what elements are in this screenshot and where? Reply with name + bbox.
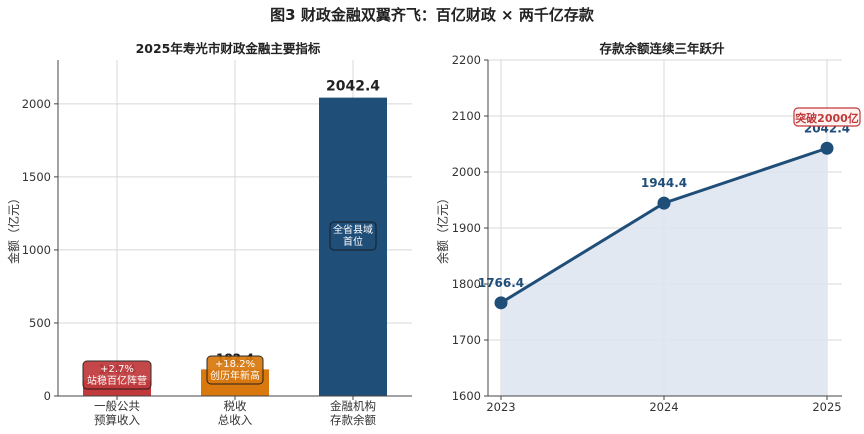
data-point	[820, 141, 834, 155]
bar-chart-y-tick-label: 0	[44, 389, 51, 403]
area-fill	[501, 148, 827, 396]
bar-annotation-text: 全省县域首位	[333, 223, 373, 248]
area-chart-y-tick-label: 1700	[452, 333, 481, 347]
bar-chart-y-tick-label: 500	[29, 316, 51, 330]
annotation-text: 突破2000亿	[795, 111, 859, 125]
bar-chart-y-axis-label: 金额（亿元）	[6, 192, 21, 264]
bar-chart-y-tick-label: 1000	[22, 243, 51, 257]
data-point-label: 1944.4	[641, 176, 687, 190]
annotation-box	[793, 107, 861, 127]
bar-annotation-text: +2.7%站稳百亿阵营	[87, 364, 147, 387]
area-chart-plot: 1600 1700 1800 1900 2000 2100 2200 1766.4 2023 19…	[452, 53, 861, 414]
data-point	[657, 196, 671, 210]
bar-chart-x-tick-label: 税收总收入	[218, 399, 253, 427]
area-chart-y-tick-label: 2000	[452, 165, 481, 179]
bar-chart: 2025年寿光市财政金融主要指标 金额（亿元） 0 500 1000 1500 2000…	[6, 41, 412, 427]
bar-annotation-box	[82, 360, 152, 390]
bar-chart-plot: 0500100015002000105.4一般公共预算收入182.4税收总收入2…	[22, 60, 412, 427]
data-point-label: 1766.4	[478, 276, 524, 290]
figure-title: 图3 财政金融双翼齐飞：百亿财政 × 两千亿存款	[270, 6, 595, 24]
area-chart-y-tick-label: 2200	[452, 53, 481, 67]
area-chart-y-tick-label: 1800	[452, 277, 481, 291]
bar-annotation-box	[329, 221, 377, 251]
bar-chart-x-tick-label: 金融机构存款余额	[330, 399, 376, 427]
bar-chart-y-tick-label: 1500	[22, 170, 51, 184]
bar-chart-title: 2025年寿光市财政金融主要指标	[136, 41, 321, 56]
area-chart-y-tick-label: 1600	[452, 389, 481, 403]
bar-chart-x-tick-label: 一般公共预算收入	[94, 399, 140, 427]
area-chart: 存款余额连续三年跃升 余额（亿元） 1600 1700 1800 1900 2000 21…	[435, 41, 861, 414]
bar-value-label: 2042.4	[326, 79, 380, 95]
area-chart-title: 存款余额连续三年跃升	[598, 41, 725, 56]
area-chart-y-tick-label: 1900	[452, 221, 481, 235]
area-chart-x-tick-label: 2024	[649, 400, 678, 414]
bar-annotation-text: +18.2%创历年新高	[210, 359, 260, 382]
area-chart-x-tick-label: 2025	[812, 400, 841, 414]
area-chart-y-axis-label: 余额（亿元）	[435, 192, 450, 264]
data-point	[494, 296, 508, 310]
area-chart-x-tick-label: 2023	[486, 400, 515, 414]
bar-annotation-box	[206, 355, 264, 385]
area-chart-y-tick-label: 2100	[452, 109, 481, 123]
bar-chart-y-tick-label: 2000	[22, 97, 51, 111]
